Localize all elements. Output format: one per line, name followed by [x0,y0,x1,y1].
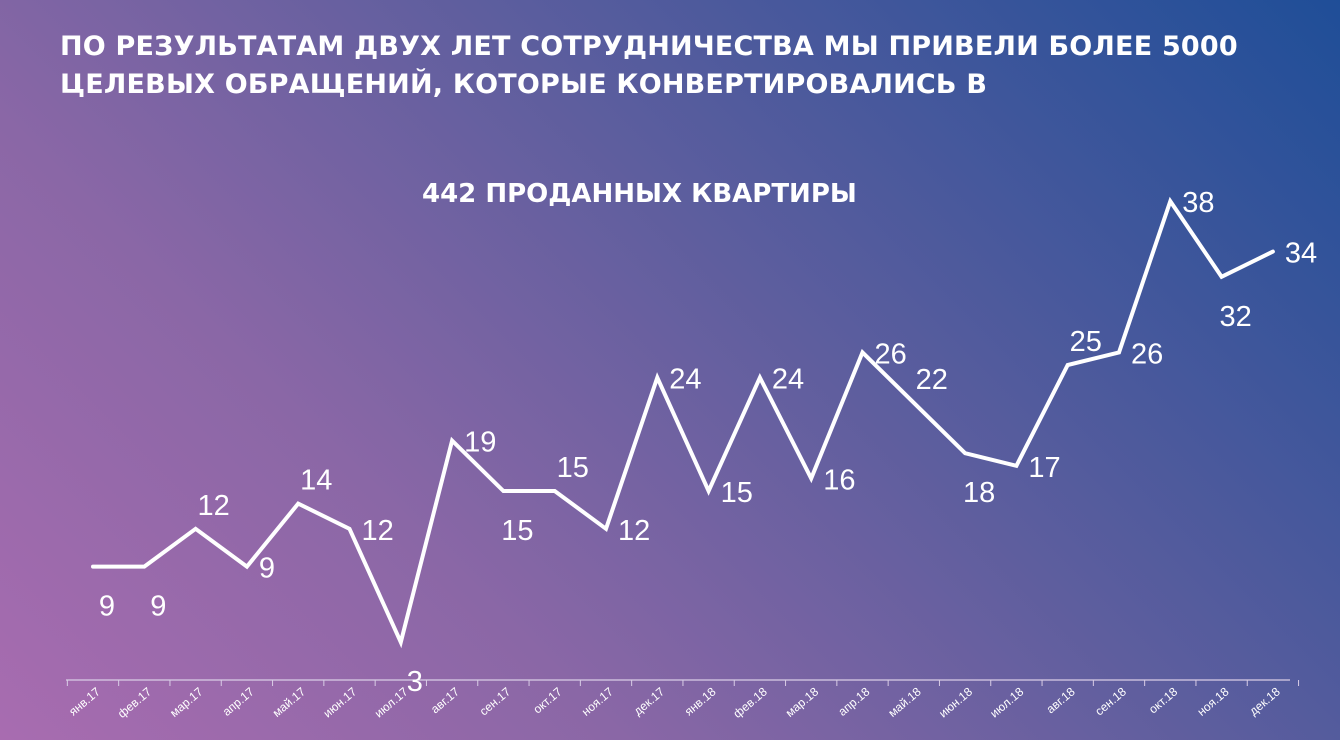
data-label: 15 [557,452,589,484]
data-label: 26 [1131,338,1163,370]
data-label: 9 [150,591,166,623]
x-tick-label: июн.18 [936,684,975,720]
data-label: 24 [669,364,701,396]
x-tick-label: май.17 [270,684,309,720]
data-label: 9 [259,553,275,585]
x-tick-label: окт.17 [530,684,564,716]
data-label: 38 [1182,187,1214,219]
x-tick-label: ноя.18 [1195,684,1232,718]
x-tick-label: окт.18 [1146,684,1180,716]
x-tick-label: апр.18 [835,684,872,718]
x-tick-label: фев.18 [730,684,770,720]
data-label: 32 [1219,301,1251,333]
x-tick-label: июл.17 [372,684,411,720]
data-label: 19 [464,427,496,459]
data-label: 25 [1070,326,1102,358]
x-tick-label: сен.18 [1092,684,1129,718]
x-tick-label: янв.17 [66,684,103,718]
data-label: 12 [618,515,650,547]
data-label: 14 [300,465,332,497]
x-tick-label: июн.17 [321,684,360,720]
x-tick-label: апр.17 [220,684,257,718]
x-tick-label: дек.18 [1247,684,1284,718]
data-label: 12 [362,515,394,547]
x-tick-label: дек.17 [631,684,668,718]
x-tick-label: авг.17 [428,684,462,716]
data-label: 3 [407,666,423,698]
data-label: 26 [875,338,907,370]
chart-subtitle: 442 ПРОДАННЫХ КВАРТИРЫ [422,179,857,209]
x-tick-label: янв.18 [682,684,719,718]
x-tick-label: авг.18 [1044,684,1078,716]
data-label: 22 [916,364,948,396]
x-tick-label: фев.17 [115,684,155,720]
data-label: 16 [823,464,855,496]
title-line-1: ПО РЕЗУЛЬТАТАМ ДВУХ ЛЕТ СОТРУДНИЧЕСТВА М… [60,31,1238,62]
data-label: 9 [99,591,115,623]
x-tick-label: июл.18 [987,684,1026,720]
data-label: 17 [1028,452,1060,484]
data-label: 15 [501,515,533,547]
x-tick-label: май.18 [885,684,924,720]
data-label: 18 [963,477,995,509]
data-label: 12 [197,490,229,522]
x-tick-label: мар.17 [167,684,206,720]
chart-title: ПО РЕЗУЛЬТАТАМ ДВУХ ЛЕТ СОТРУДНИЧЕСТВА М… [60,28,1260,104]
title-line-2: ЦЕЛЕВЫХ ОБРАЩЕНИЙ, КОТОРЫЕ КОНВЕРТИРОВАЛ… [60,69,988,100]
data-label: 24 [772,364,804,396]
x-tick-label: ноя.17 [579,684,616,718]
series-line [91,196,1275,649]
data-label: 34 [1285,238,1317,270]
x-tick-label: мар.18 [783,684,822,720]
x-tick-label: сен.17 [477,684,514,718]
data-label: 15 [721,477,753,509]
